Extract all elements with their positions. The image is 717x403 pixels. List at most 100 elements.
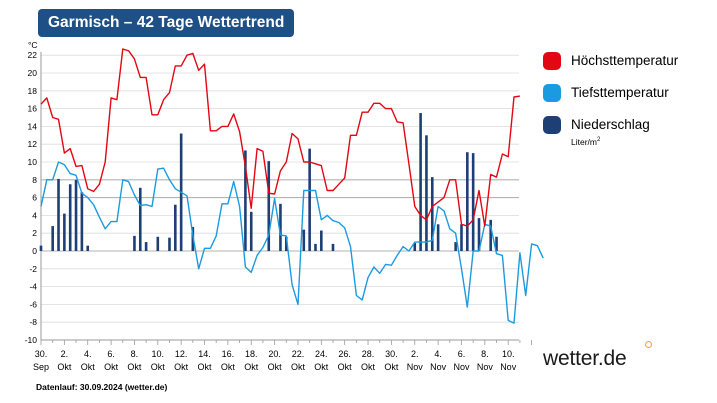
- y-tick-label: 12: [28, 139, 38, 149]
- precipitation-bar: [156, 236, 160, 251]
- x-tick-day: 30.: [385, 349, 398, 359]
- y-tick-label: 8: [32, 175, 37, 185]
- legend-item-min-temp: Tiefsttemperatur: [543, 84, 669, 102]
- legend-unit-sup: 2: [596, 137, 601, 143]
- precipitation-bar: [419, 113, 422, 251]
- y-tick-label: 0: [32, 246, 37, 256]
- y-tick-label: 4: [32, 210, 37, 220]
- x-tick-day: 8.: [131, 349, 139, 359]
- precipitation-bar: [320, 230, 323, 251]
- x-tick-day: 4.: [84, 349, 92, 359]
- x-tick-day: 4.: [434, 349, 442, 359]
- x-tick-day: 18.: [245, 349, 258, 359]
- x-tick-month: Okt: [81, 362, 96, 372]
- precipitation-bar: [279, 203, 282, 251]
- x-tick-month: Okt: [174, 362, 189, 372]
- y-tick-label: 6: [32, 193, 37, 203]
- x-tick-month: Okt: [221, 362, 236, 372]
- x-tick-day: 12.: [175, 349, 188, 359]
- precipitation-bar: [425, 135, 428, 251]
- legend-swatch-min-temp: [543, 84, 561, 102]
- x-tick-month: Nov: [477, 362, 494, 372]
- x-tick-month: Nov: [430, 362, 447, 372]
- x-tick-month: Okt: [151, 362, 166, 372]
- x-tick-day: 6.: [107, 349, 115, 359]
- precipitation-bar: [284, 236, 288, 251]
- x-tick-month: Okt: [244, 362, 259, 372]
- precipitation-bar: [244, 150, 247, 251]
- y-axis-unit: °C: [28, 40, 38, 50]
- max-temp-line: [40, 48, 521, 227]
- precipitation-bar: [68, 184, 72, 251]
- x-tick-day: 20.: [268, 349, 281, 359]
- y-tick-label: 10: [28, 157, 38, 167]
- x-tick-month: Okt: [361, 362, 376, 372]
- x-tick-day: 30.: [35, 349, 48, 359]
- x-tick-day: 8.: [481, 349, 489, 359]
- precipitation-bar: [466, 152, 469, 251]
- y-tick-label: 16: [28, 104, 38, 114]
- page-title: Garmisch – 42 Tage Wettertrend: [38, 9, 295, 37]
- x-tick-month: Nov: [500, 362, 517, 372]
- precipitation-bar: [331, 243, 335, 251]
- y-tick-label: 2: [32, 228, 37, 238]
- x-tick-month: Okt: [384, 362, 399, 372]
- legend-label-precipitation: Niederschlag: [571, 117, 650, 132]
- x-tick-day: 2.: [411, 349, 419, 359]
- x-tick-month: Sep: [33, 362, 49, 372]
- precipitation-bar: [471, 153, 475, 251]
- legend-unit-precipitation: Liter/m2: [571, 135, 650, 147]
- precipitation-bar: [74, 179, 78, 251]
- temperature-lines: [40, 48, 544, 324]
- precipitation-bar: [249, 211, 253, 251]
- legend-item-precipitation: Niederschlag Liter/m2: [543, 116, 650, 147]
- wetter-de-logo: wetter.de: [543, 347, 627, 370]
- precipitation-bar: [308, 148, 311, 251]
- precipitation-bar: [144, 242, 148, 251]
- y-tick-label: 20: [28, 68, 38, 78]
- y-tick-label: -4: [29, 282, 37, 292]
- y-tick-label: 14: [28, 121, 38, 131]
- y-tick-label: -10: [25, 335, 38, 345]
- x-tick-month: Nov: [453, 362, 470, 372]
- precipitation-bar: [454, 242, 457, 251]
- x-tick-day: 14.: [198, 349, 211, 359]
- x-tick-month: Okt: [127, 362, 142, 372]
- legend-label-max-temp: Höchsttemperatur: [571, 53, 679, 68]
- precipitation-bar: [138, 187, 142, 251]
- x-axis: 30. Sep 2. Okt 4. Okt 6. Okt 8. Okt 10. Okt 12. Okt 14…: [33, 339, 532, 372]
- x-tick-day: 22.: [292, 349, 305, 359]
- precipitation-bar: [436, 224, 440, 251]
- precipitation-bar: [413, 242, 417, 251]
- data-run-footer: Datenlauf: 30.09.2024 (wetter.de): [36, 382, 168, 392]
- y-tick-label: -6: [29, 299, 37, 309]
- precipitation-bar: [51, 226, 54, 251]
- precipitation-bar: [63, 213, 66, 251]
- x-tick-day: 16.: [222, 349, 235, 359]
- precipitation-bar: [430, 177, 434, 251]
- min-temp-line: [40, 161, 544, 324]
- x-tick-month: Okt: [57, 362, 72, 372]
- x-tick-day: 26.: [338, 349, 351, 359]
- precipitation-bar: [302, 229, 306, 251]
- legend-label-min-temp: Tiefsttemperatur: [571, 85, 669, 100]
- x-tick-month: Okt: [338, 362, 353, 372]
- precipitation-bar: [460, 224, 463, 251]
- x-tick-month: Okt: [314, 362, 329, 372]
- x-tick-day: 2.: [61, 349, 69, 359]
- legend-item-max-temp: Höchsttemperatur: [543, 52, 678, 70]
- precipitation-bar: [314, 243, 317, 251]
- y-tick-label: -8: [29, 317, 37, 327]
- precipitation-bar: [57, 178, 60, 251]
- y-tick-label: 22: [28, 50, 38, 60]
- x-tick-day: 10.: [152, 349, 165, 359]
- precipitation-bar: [174, 204, 177, 251]
- x-tick-day: 24.: [315, 349, 328, 359]
- x-tick-day: 10.: [502, 349, 515, 359]
- x-tick-month: Nov: [407, 362, 424, 372]
- x-tick-month: Okt: [291, 362, 306, 372]
- precipitation-bar: [80, 192, 84, 251]
- precipitation-bar: [477, 218, 481, 251]
- precipitation-bar: [168, 237, 171, 251]
